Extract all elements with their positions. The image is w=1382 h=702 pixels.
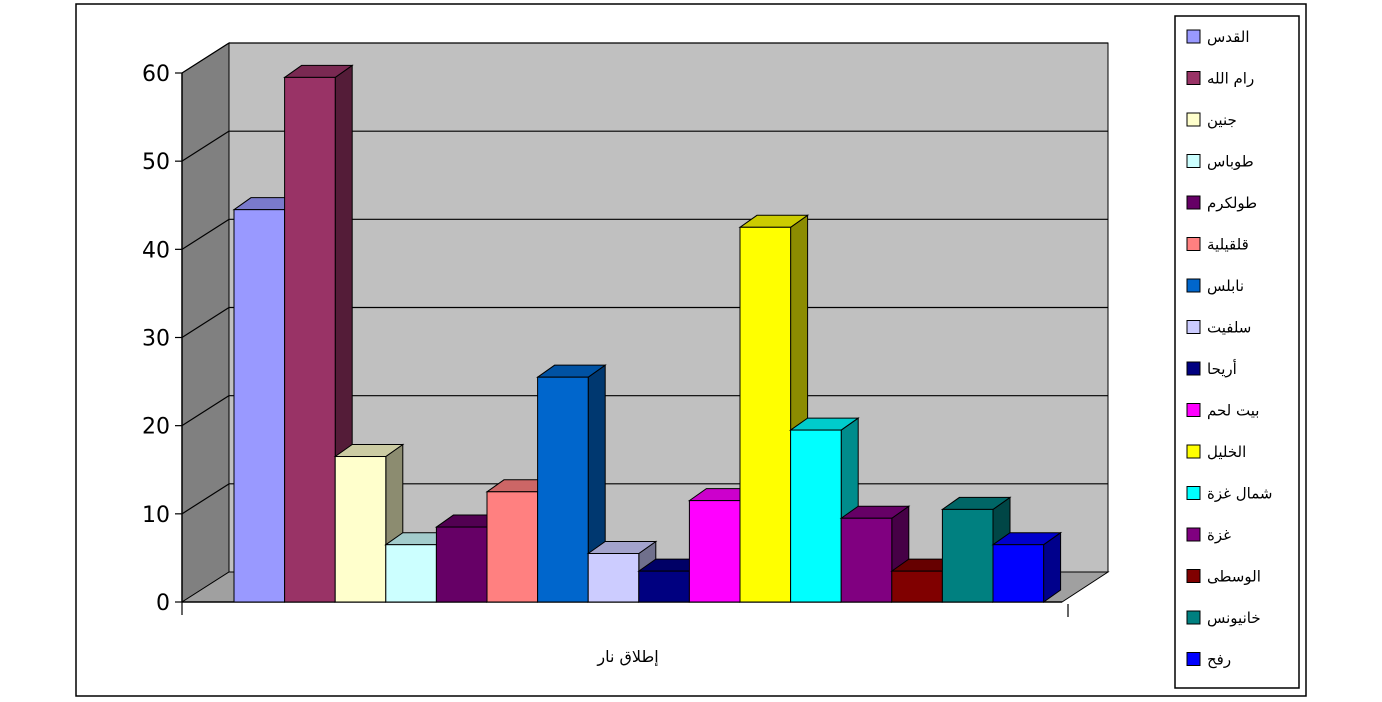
legend-item: جنين — [1186, 111, 1237, 129]
y-tick-label: 60 — [142, 62, 170, 87]
legend-item: قلقيلية — [1186, 236, 1249, 254]
legend-label: نابلس — [1207, 277, 1244, 295]
legend-item: بيت لحم — [1186, 402, 1259, 420]
legend-swatch — [1186, 486, 1201, 500]
legend-item: خانيونس — [1186, 609, 1261, 627]
legend-label: الوسطى — [1207, 568, 1261, 586]
legend-item: غزة — [1186, 526, 1231, 544]
y-tick-label: 30 — [142, 327, 170, 352]
legend-swatch — [1186, 112, 1201, 127]
gridline-side — [181, 130, 230, 162]
bar — [333, 443, 405, 603]
legend-swatch — [1186, 569, 1201, 583]
legend-item: رفح — [1186, 651, 1231, 669]
legend-swatch — [1186, 195, 1201, 210]
y-tick-label: 40 — [142, 238, 170, 263]
legend-label: رفح — [1207, 651, 1231, 669]
legend-item: شمال غزة — [1186, 485, 1272, 503]
legend-swatch — [1186, 361, 1201, 376]
y-tick-label: 0 — [156, 591, 170, 616]
legend-swatch — [1186, 320, 1201, 334]
legend-label: شمال غزة — [1207, 485, 1272, 503]
legend-item: نابلس — [1186, 277, 1244, 295]
gridline-side — [181, 306, 230, 339]
category-label: إطلاق نار — [596, 647, 658, 667]
legend-label: خانيونس — [1207, 609, 1261, 627]
legend-item: طوباس — [1186, 153, 1254, 171]
y-tick-label: 20 — [142, 415, 170, 440]
gridline-side — [181, 42, 230, 74]
y-tick-label: 10 — [142, 503, 170, 528]
legend-label: طولكرم — [1207, 194, 1257, 212]
bars — [232, 64, 1063, 603]
legend-item: رام الله — [1186, 70, 1254, 88]
legend-swatch — [1186, 444, 1201, 459]
legend-swatch — [1186, 71, 1201, 85]
gridline-side — [181, 395, 230, 427]
gridline-side — [181, 483, 230, 515]
legend-label: القدس — [1207, 28, 1250, 46]
legend-swatch — [1186, 29, 1201, 44]
bar — [536, 364, 607, 603]
legend-item: أريحا — [1186, 359, 1237, 378]
legend-label: أريحا — [1207, 359, 1237, 378]
legend-label: سلفيت — [1207, 319, 1251, 337]
legend-item: القدس — [1186, 28, 1250, 46]
legend-item: سلفيت — [1186, 319, 1251, 337]
legend-label: غزة — [1207, 526, 1231, 544]
legend-item: الخليل — [1186, 443, 1246, 461]
legend: القدس رام الله جنين طوباس طولكرم قلقيلية نابلس… — [1186, 28, 1272, 669]
legend-swatch — [1186, 154, 1201, 168]
bar — [789, 417, 860, 603]
gridline-side — [181, 218, 230, 250]
bar — [283, 64, 354, 603]
legend-label: جنين — [1207, 111, 1237, 129]
legend-item: طولكرم — [1186, 194, 1257, 212]
legend-label: طوباس — [1207, 153, 1254, 171]
legend-label: الخليل — [1207, 443, 1246, 461]
legend-swatch — [1186, 403, 1201, 417]
legend-swatch — [1186, 527, 1201, 542]
legend-swatch — [1186, 652, 1201, 666]
bar — [991, 531, 1063, 603]
legend-swatch — [1186, 237, 1201, 251]
legend-swatch — [1186, 278, 1201, 293]
legend-label: رام الله — [1207, 70, 1254, 88]
legend-item: الوسطى — [1186, 568, 1261, 586]
legend-label: قلقيلية — [1207, 236, 1249, 254]
y-tick-label: 50 — [142, 150, 170, 175]
legend-swatch — [1186, 610, 1201, 625]
legend-label: بيت لحم — [1207, 402, 1259, 420]
